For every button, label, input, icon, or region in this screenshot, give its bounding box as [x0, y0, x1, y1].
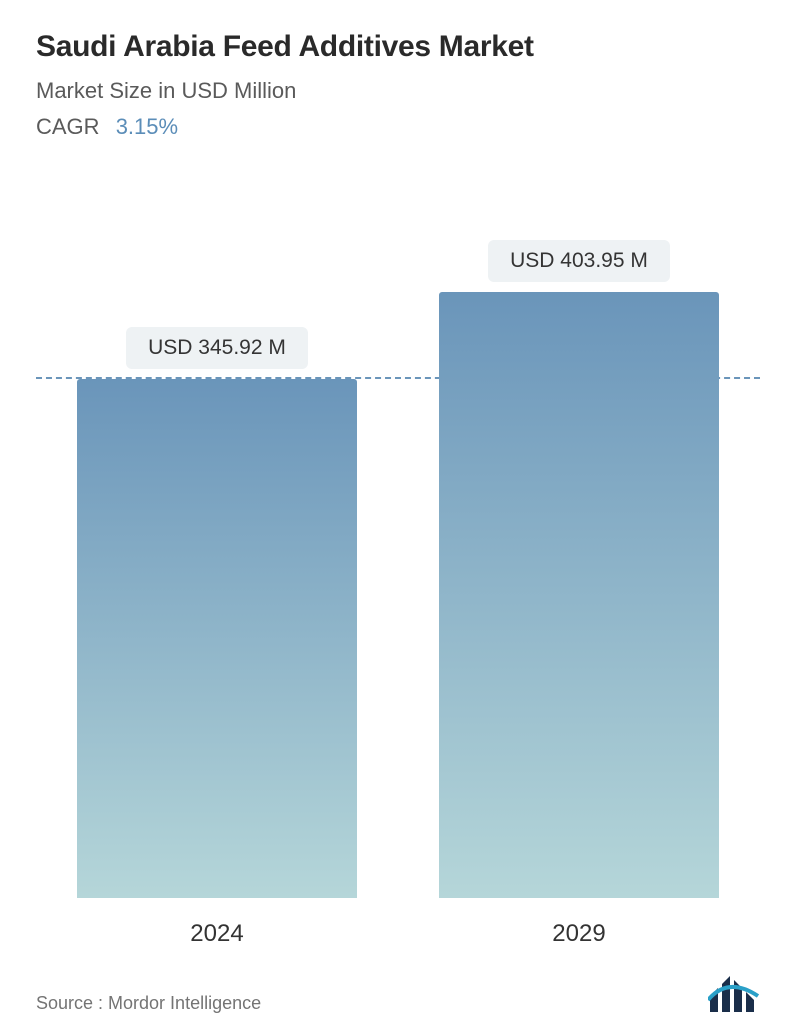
cagr-row: CAGR 3.15% — [36, 114, 760, 140]
value-label-pill: USD 345.92 M — [126, 327, 308, 369]
chart-footer: Source : Mordor Intelligence — [36, 958, 760, 1014]
cagr-value: 3.15% — [116, 114, 178, 139]
bar-group: USD 403.95 M — [439, 240, 719, 898]
bar-group: USD 345.92 M — [77, 327, 357, 898]
x-axis-label: 2024 — [77, 920, 357, 948]
cagr-label: CAGR — [36, 114, 100, 139]
x-axis-labels: 2024 2029 — [36, 920, 760, 948]
bar — [439, 292, 719, 898]
bar — [77, 379, 357, 898]
source-text: Source : Mordor Intelligence — [36, 993, 261, 1014]
x-axis-label: 2029 — [439, 920, 719, 948]
mordor-logo-icon — [708, 974, 760, 1014]
bars-container: USD 345.92 M USD 403.95 M — [36, 190, 760, 898]
chart-subtitle: Market Size in USD Million — [36, 78, 760, 104]
chart-title: Saudi Arabia Feed Additives Market — [36, 30, 760, 64]
chart-area: USD 345.92 M USD 403.95 M 2024 2029 — [36, 190, 760, 958]
value-label-pill: USD 403.95 M — [488, 240, 670, 282]
